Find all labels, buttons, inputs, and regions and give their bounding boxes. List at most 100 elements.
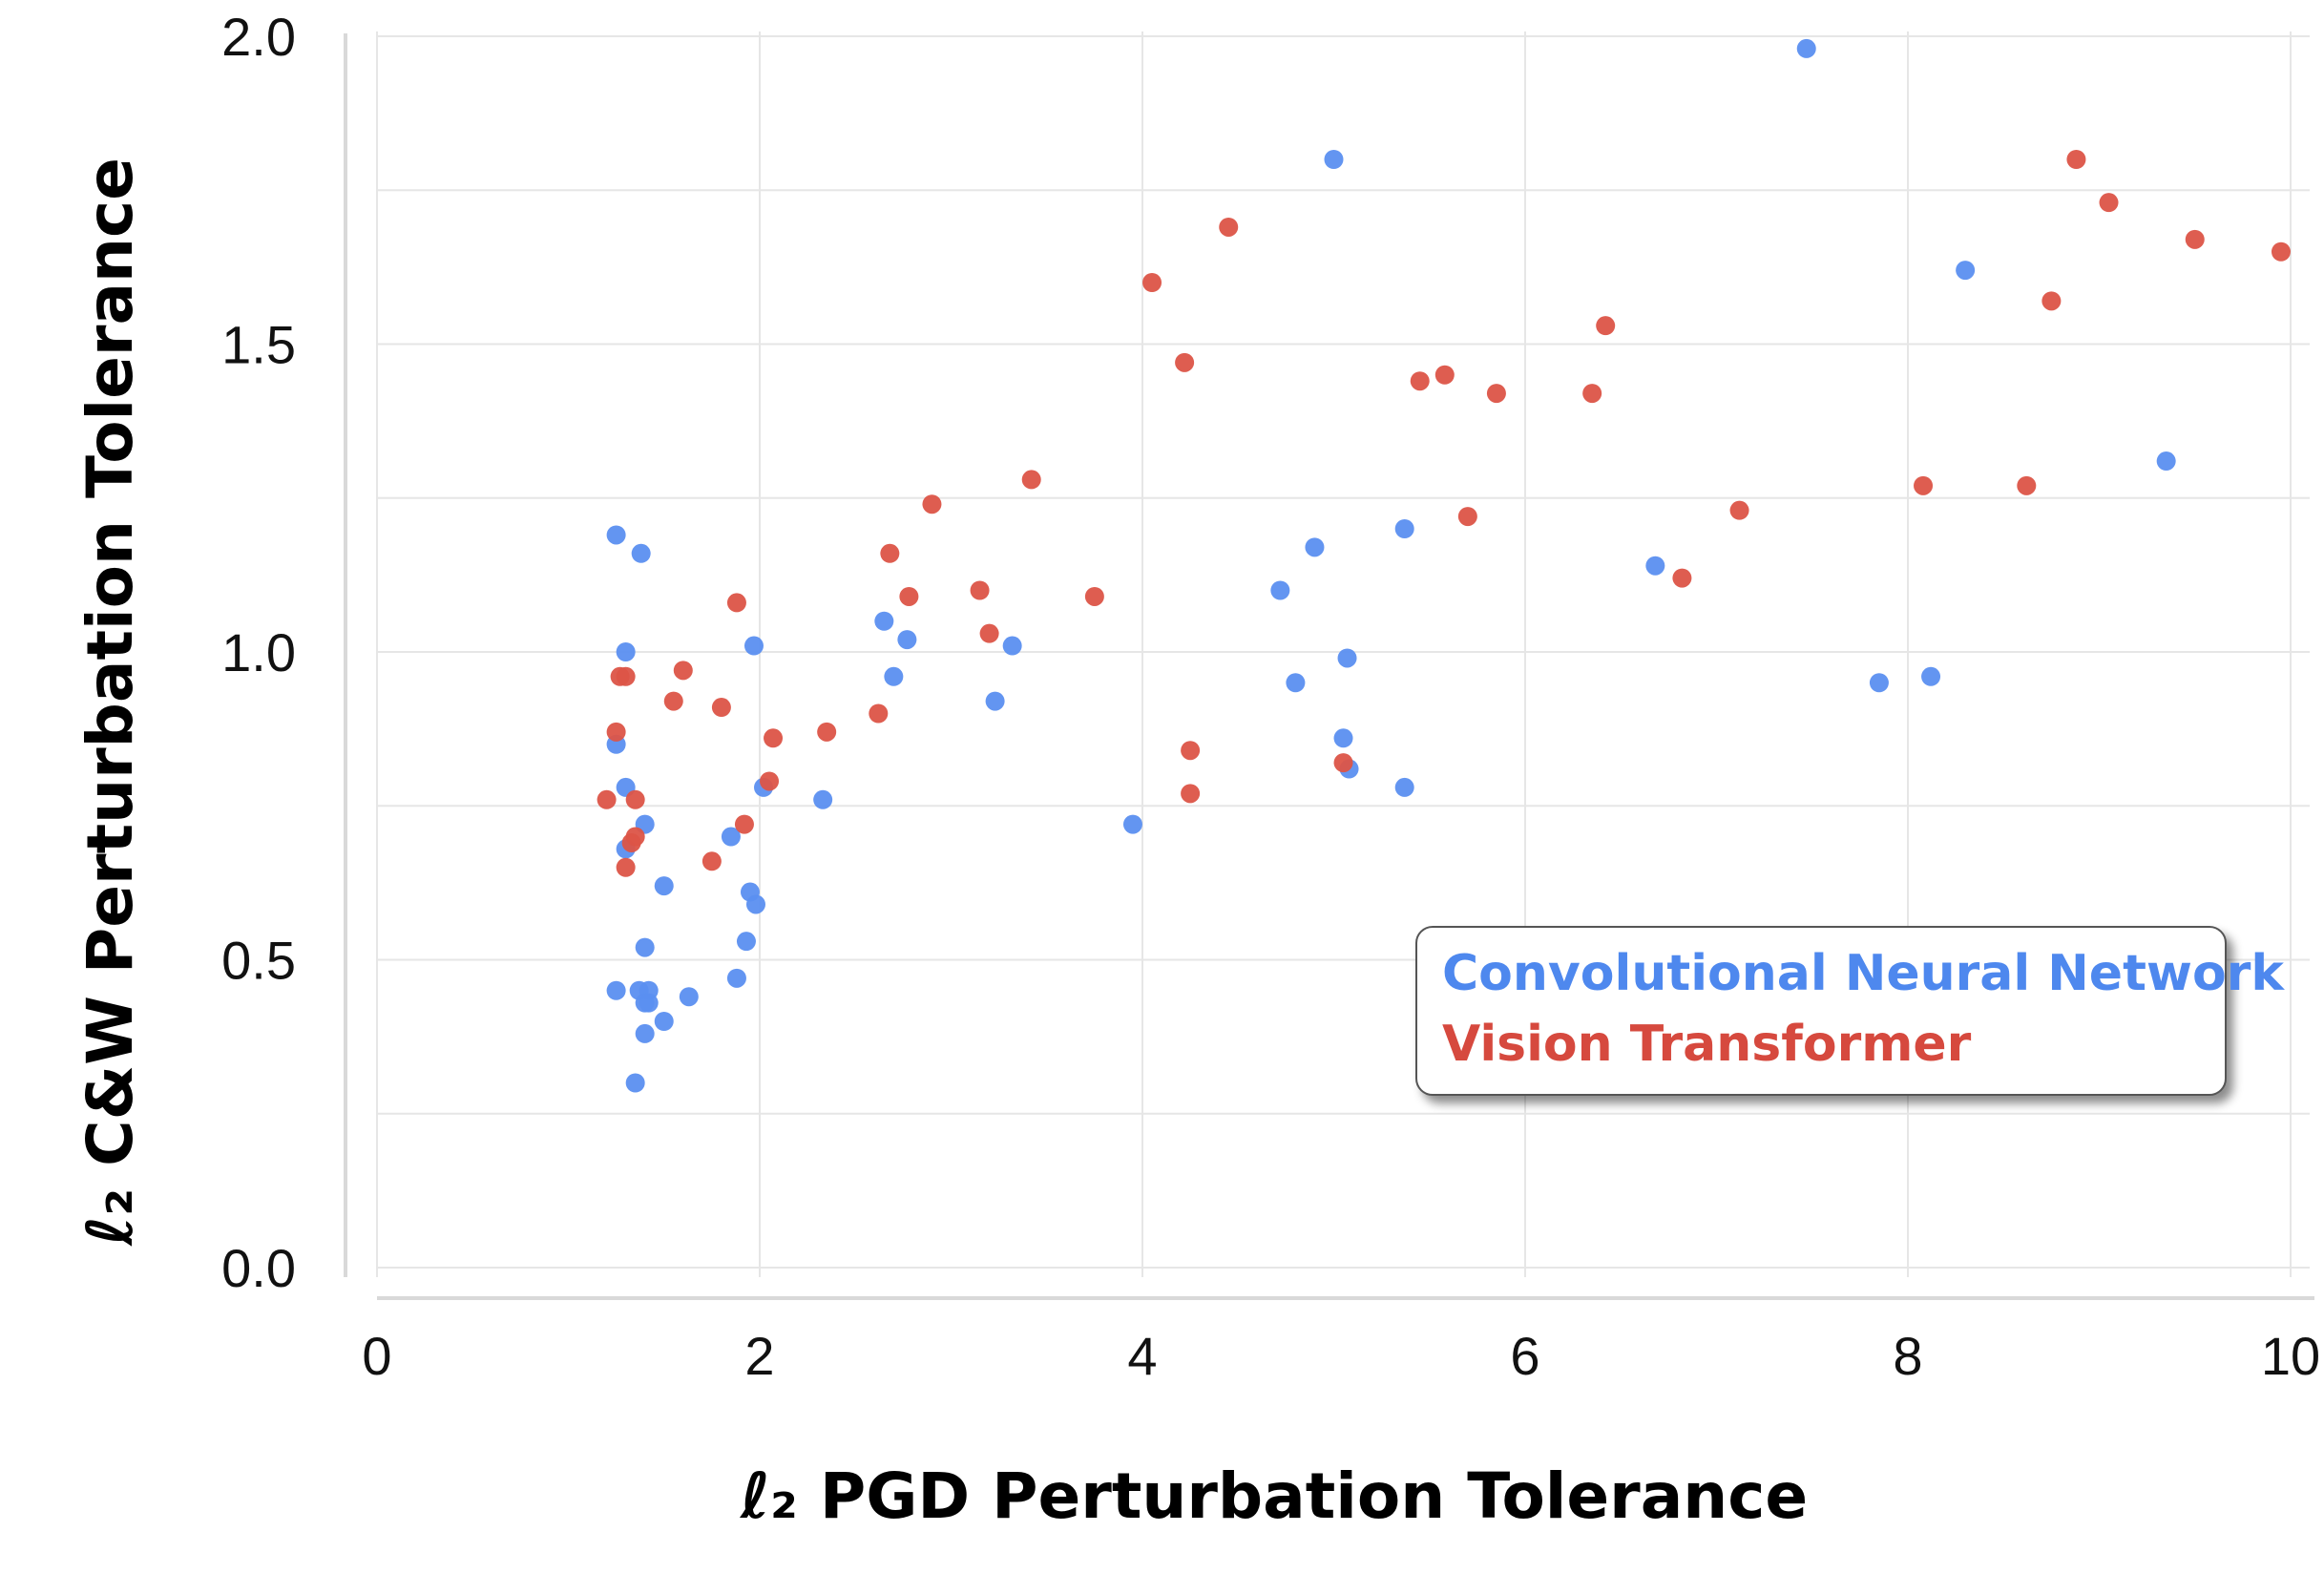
- vit-point: [1914, 475, 1934, 495]
- cnn-point: [654, 876, 674, 896]
- cnn-point: [1305, 537, 1325, 557]
- y-tick-label: 1.0: [221, 622, 296, 682]
- y-tick-label: 2.0: [221, 7, 296, 67]
- vit-point: [817, 722, 837, 742]
- cnn-point: [606, 525, 626, 545]
- cnn-point: [1394, 519, 1414, 538]
- vit-point: [711, 698, 731, 718]
- vit-point: [1181, 784, 1201, 804]
- cnn-point: [1869, 673, 1889, 693]
- cnn-point: [616, 642, 636, 661]
- x-tick-label: 2: [744, 1326, 774, 1386]
- cnn-point: [874, 611, 894, 631]
- y-axis-title: ℓ₂ C&W Perturbation Tolerance: [73, 157, 147, 1247]
- x-tick-label: 8: [1893, 1326, 1922, 1386]
- vit-point: [979, 623, 999, 643]
- vit-point: [1021, 470, 1041, 490]
- legend-entry-vit: Vision Transformer: [1442, 1016, 1972, 1073]
- cnn-point: [884, 666, 904, 686]
- vit-point: [1582, 384, 1602, 404]
- vit-point: [726, 593, 746, 613]
- vit-point: [597, 789, 617, 809]
- cnn-point: [813, 789, 833, 809]
- vit-point: [880, 543, 900, 563]
- cnn-point: [1796, 38, 1816, 58]
- vit-point: [1434, 365, 1455, 385]
- cnn-point: [1645, 556, 1665, 576]
- cnn-point: [635, 1023, 655, 1043]
- cnn-point: [721, 827, 741, 847]
- vit-point: [1486, 384, 1506, 404]
- y-tick-label: 0.5: [221, 931, 296, 991]
- vit-point: [764, 728, 784, 748]
- cnn-point: [897, 630, 917, 650]
- vit-point: [1084, 586, 1104, 606]
- vit-point: [1219, 217, 1239, 237]
- vit-point: [2271, 241, 2291, 262]
- x-tick-label: 4: [1127, 1326, 1157, 1386]
- vit-point: [970, 580, 990, 600]
- cnn-point: [1270, 580, 1290, 600]
- vit-point: [673, 661, 693, 681]
- vit-point: [616, 666, 636, 686]
- vit-point: [606, 722, 626, 742]
- vit-point: [616, 857, 636, 877]
- cnn-point: [635, 937, 655, 957]
- cnn-point: [1956, 261, 1976, 281]
- vit-point: [2066, 150, 2086, 169]
- vit-point: [1672, 568, 1692, 588]
- cnn-point: [1333, 728, 1353, 748]
- vit-point: [1729, 500, 1749, 520]
- x-axis-title: ℓ₂ PGD Perturbation Tolerance: [740, 1459, 1808, 1533]
- x-tick-label: 0: [362, 1326, 391, 1386]
- vit-point: [625, 827, 645, 847]
- vit-point: [1596, 316, 1616, 336]
- cnn-point: [1122, 814, 1142, 834]
- vit-point: [1333, 753, 1353, 773]
- cnn-point: [743, 636, 764, 656]
- x-tick-label: 10: [2261, 1326, 2320, 1386]
- axes: [344, 33, 2314, 1300]
- cnn-point: [679, 987, 699, 1007]
- cnn-point: [1002, 636, 1022, 656]
- vit-point: [663, 691, 683, 711]
- cnn-point: [745, 894, 765, 914]
- vit-point: [2099, 193, 2119, 213]
- vit-point: [625, 789, 645, 809]
- vit-point: [1457, 507, 1477, 527]
- legend-entry-cnn: Convolutional Neural Network: [1442, 945, 2284, 1002]
- cnn-point: [625, 1073, 645, 1093]
- vit-point: [922, 494, 942, 514]
- vit-point: [2017, 475, 2037, 495]
- x-tick-label: 6: [1510, 1326, 1539, 1386]
- cnn-point: [1324, 150, 1344, 169]
- vit-point: [1175, 352, 1195, 372]
- cnn-point: [2156, 451, 2176, 472]
- y-tick-label: 1.5: [221, 315, 296, 375]
- x-tick-labels: 0 2 4 6 8 10: [362, 1326, 2320, 1386]
- vit-point: [760, 771, 780, 791]
- data-points: [597, 38, 2291, 1093]
- cnn-point: [654, 1012, 674, 1031]
- vit-point: [701, 851, 722, 871]
- vit-point: [1181, 741, 1201, 761]
- vit-point: [734, 814, 754, 834]
- legend: Convolutional Neural Network Vision Tran…: [1415, 926, 2284, 1096]
- y-tick-labels: 0.0 0.5 1.0 1.5 2.0: [221, 7, 296, 1298]
- vit-point: [2041, 291, 2062, 311]
- vit-point: [869, 703, 889, 724]
- series-vit: [597, 150, 2291, 877]
- cnn-point: [736, 932, 756, 952]
- y-tick-label: 0.0: [221, 1238, 296, 1298]
- vit-point: [1410, 371, 1430, 391]
- cnn-point: [606, 980, 626, 1000]
- cnn-point: [639, 993, 659, 1013]
- vit-point: [2185, 229, 2205, 249]
- cnn-point: [1337, 648, 1357, 668]
- vit-point: [899, 586, 919, 606]
- cnn-point: [1394, 777, 1414, 797]
- cnn-point: [631, 543, 651, 563]
- cnn-point: [985, 691, 1005, 711]
- cnn-point: [1286, 673, 1306, 693]
